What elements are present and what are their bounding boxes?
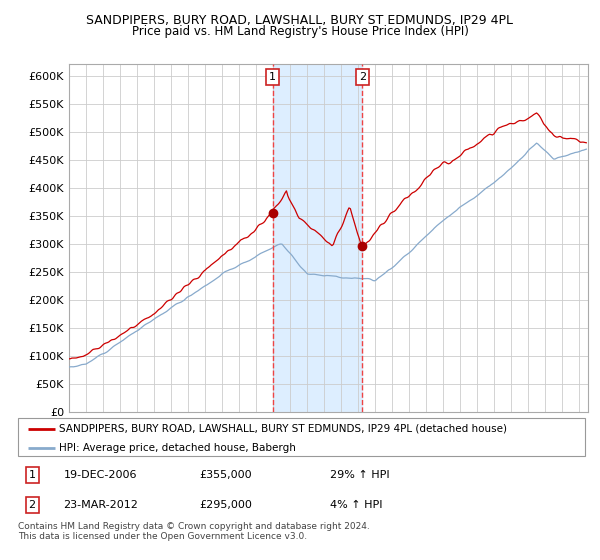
Bar [272,64,362,412]
Text: SANDPIPERS, BURY ROAD, LAWSHALL, BURY ST EDMUNDS, IP29 4PL (detached house): SANDPIPERS, BURY ROAD, LAWSHALL, BURY ST… [59,424,507,434]
Text: 2: 2 [29,500,36,510]
Text: Contains HM Land Registry data © Crown copyright and database right 2024.
This d: Contains HM Land Registry data © Crown c… [18,522,370,542]
Text: £355,000: £355,000 [199,470,252,480]
Text: SANDPIPERS, BURY ROAD, LAWSHALL, BURY ST EDMUNDS, IP29 4PL: SANDPIPERS, BURY ROAD, LAWSHALL, BURY ST… [86,14,514,27]
Text: 1: 1 [29,470,35,480]
Text: 4% ↑ HPI: 4% ↑ HPI [330,500,382,510]
FancyBboxPatch shape [18,418,585,456]
Text: Price paid vs. HM Land Registry's House Price Index (HPI): Price paid vs. HM Land Registry's House … [131,25,469,38]
Text: 2: 2 [359,72,366,82]
Text: HPI: Average price, detached house, Babergh: HPI: Average price, detached house, Babe… [59,443,296,453]
Text: 29% ↑ HPI: 29% ↑ HPI [330,470,389,480]
Text: 19-DEC-2006: 19-DEC-2006 [64,470,137,480]
Text: 23-MAR-2012: 23-MAR-2012 [64,500,138,510]
Text: 1: 1 [269,72,276,82]
Text: £295,000: £295,000 [199,500,253,510]
